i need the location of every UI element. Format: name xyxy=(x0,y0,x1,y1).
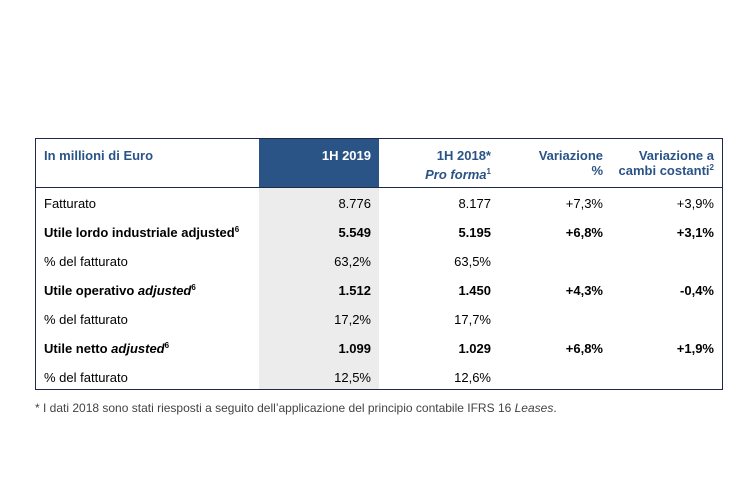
cell-1h2019: 5.549 xyxy=(338,225,371,240)
header-1h2018: 1H 2018* xyxy=(436,148,491,163)
header-variazione: Variazione xyxy=(538,148,603,163)
footnote-italic: Leases xyxy=(514,401,554,415)
header-divider xyxy=(36,187,722,188)
row-label-text: Utile operativo xyxy=(44,283,138,298)
cell-1h2019: 17,2% xyxy=(334,312,371,327)
header-pro-forma: Pro forma1 xyxy=(379,167,491,182)
cell-variazione-cambi: +1,9% xyxy=(676,341,714,356)
header-pro-forma-text: Pro forma xyxy=(425,167,487,182)
header-cambi-costanti: cambi costanti2 xyxy=(596,163,714,178)
footnote-text: * I dati 2018 sono stati riesposti a seg… xyxy=(35,401,515,415)
header-pro-forma-sup: 1 xyxy=(486,167,491,176)
header-unit-label: In millioni di Euro xyxy=(44,148,154,163)
cell-1h2019: 12,5% xyxy=(334,370,371,385)
cell-1h2019: 1.099 xyxy=(338,341,371,356)
row-label-text: % del fatturato xyxy=(44,370,128,385)
row-label-text: Fatturato xyxy=(44,196,97,211)
row-label-sup: 6 xyxy=(164,341,170,350)
header-cambi-costanti-sup: 2 xyxy=(709,163,714,172)
cell-variazione-cambi: +3,9% xyxy=(676,196,714,211)
cell-1h2019: 8.776 xyxy=(338,196,371,211)
header-variazione-pct: % xyxy=(591,163,603,178)
cell-1h2018: 12,6% xyxy=(454,370,491,385)
header-1h2019: 1H 2019 xyxy=(321,148,371,163)
row-label-text: Utile netto xyxy=(44,341,112,356)
row-label-text: Utile lordo industriale adjusted xyxy=(44,225,235,240)
row-label-text: % del fatturato xyxy=(44,254,128,269)
row-label: % del fatturato xyxy=(44,254,128,269)
cell-variazione: +4,3% xyxy=(565,283,603,298)
row-label: Fatturato xyxy=(44,196,96,211)
row-label: Utile netto adjusted6 xyxy=(44,341,169,356)
cell-variazione: +7,3% xyxy=(565,196,603,211)
row-label: Utile operativo adjusted6 xyxy=(44,283,196,298)
cell-variazione-cambi: +3,1% xyxy=(676,225,714,240)
row-label-italic: adjusted xyxy=(111,341,165,356)
cell-variazione-cambi: -0,4% xyxy=(680,283,714,298)
cell-1h2018: 63,5% xyxy=(454,254,491,269)
cell-1h2019: 63,2% xyxy=(334,254,371,269)
row-label-text: % del fatturato xyxy=(44,312,128,327)
row-label-sup: 6 xyxy=(191,283,196,292)
header-cambi-costanti-text: cambi costanti xyxy=(618,163,710,178)
row-label-sup: 6 xyxy=(234,225,240,234)
footnote-end: . xyxy=(553,401,557,415)
cell-1h2018: 17,7% xyxy=(454,312,491,327)
row-label-italic: adjusted xyxy=(137,283,192,298)
row-label: % del fatturato xyxy=(44,370,128,385)
cell-variazione: +6,8% xyxy=(565,225,603,240)
row-label: % del fatturato xyxy=(44,312,128,327)
cell-variazione: +6,8% xyxy=(565,341,603,356)
row-label: Utile lordo industriale adjusted6 xyxy=(44,225,239,240)
cell-1h2018: 1.029 xyxy=(458,341,491,356)
header-cell-2019-bg xyxy=(259,139,379,187)
cell-1h2018: 1.450 xyxy=(458,283,491,298)
footnote: * I dati 2018 sono stati riesposti a seg… xyxy=(35,401,557,415)
header-variazione-cambi: Variazione a xyxy=(638,148,714,163)
financial-table: In millioni di Euro 1H 2019 1H 2018* Pro… xyxy=(35,138,723,390)
cell-1h2018: 5.195 xyxy=(458,225,491,240)
cell-1h2018: 8.177 xyxy=(458,196,491,211)
cell-1h2019: 1.512 xyxy=(338,283,371,298)
